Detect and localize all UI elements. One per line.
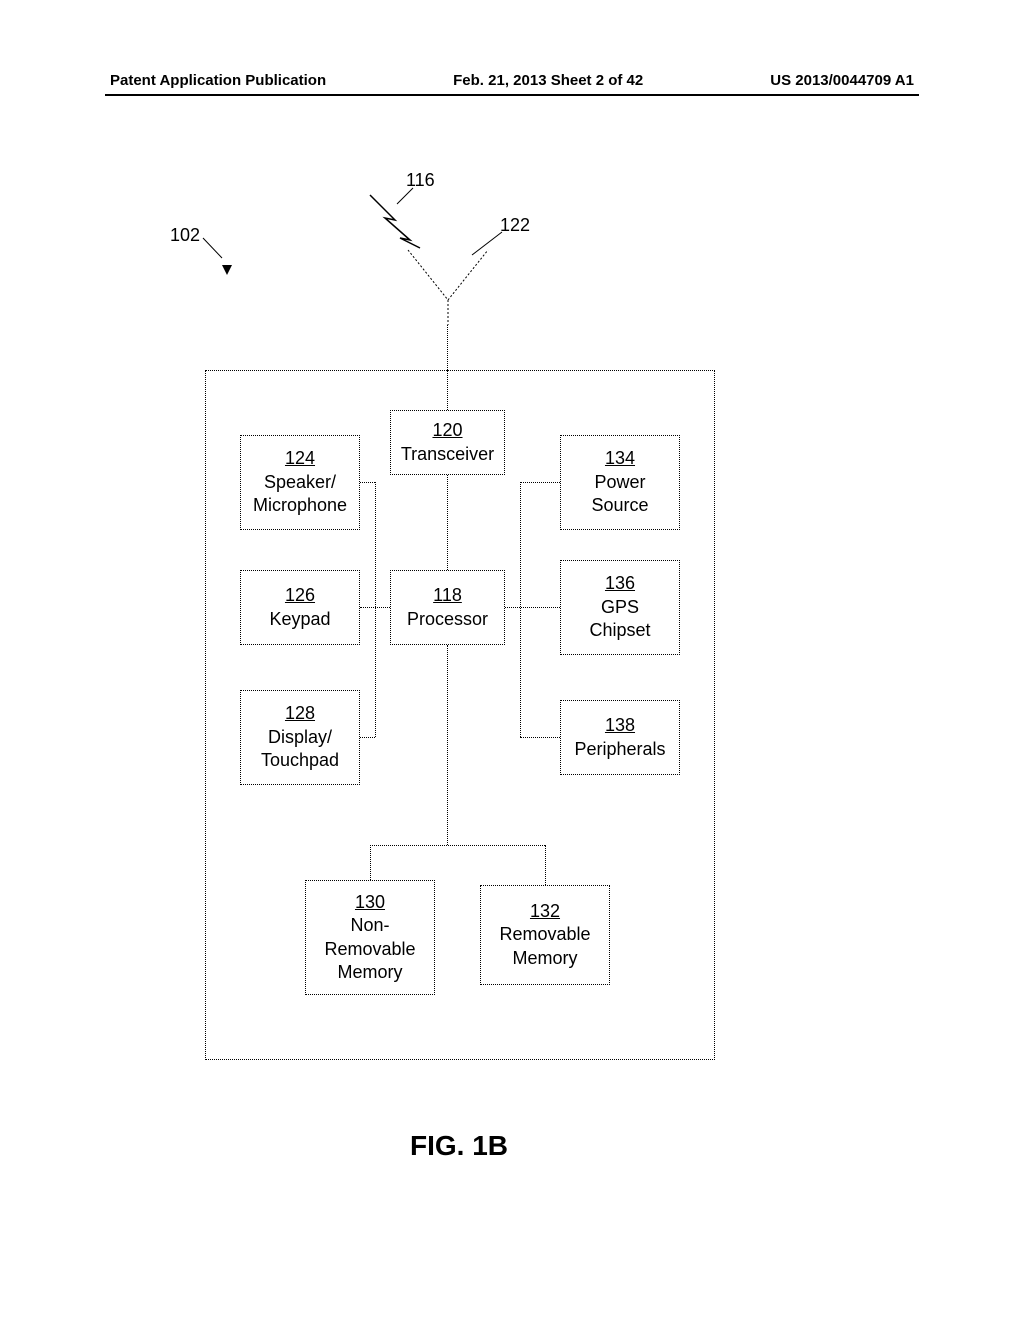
conn-processor-down [447, 645, 448, 845]
speaker-num: 124 [285, 447, 315, 470]
ref-102-leader [200, 230, 230, 270]
conn-antenna-transceiver [447, 370, 448, 410]
display-label1: Display/ [268, 726, 332, 749]
keypad-label: Keypad [269, 608, 330, 631]
nonremovable-label2: Removable [324, 938, 415, 961]
power-num: 134 [605, 447, 635, 470]
conn-display-h [360, 737, 375, 738]
transceiver-num: 120 [432, 419, 462, 442]
removable-label1: Removable [499, 923, 590, 946]
antenna-connector [447, 325, 448, 370]
processor-num: 118 [433, 584, 462, 607]
keypad-num: 126 [285, 584, 315, 607]
conn-nonremovable-v [370, 845, 371, 880]
peripherals-label: Peripherals [574, 738, 665, 761]
power-label2: Source [591, 494, 648, 517]
transceiver-label: Transceiver [401, 443, 494, 466]
diagram-area: 102 116 122 120 Transceiver 124 Speaker/… [0, 170, 1024, 1170]
conn-removable-v [545, 845, 546, 885]
conn-right-rail [520, 482, 521, 737]
gps-label1: GPS [601, 596, 639, 619]
display-label2: Touchpad [261, 749, 339, 772]
peripherals-num: 138 [605, 714, 635, 737]
speaker-label2: Microphone [253, 494, 347, 517]
display-box: 128 Display/ Touchpad [240, 690, 360, 785]
header-right: US 2013/0044709 A1 [770, 72, 914, 89]
removable-label2: Memory [512, 947, 577, 970]
antenna-icon [398, 245, 498, 325]
processor-box: 118 Processor [390, 570, 505, 645]
conn-transceiver-processor [447, 475, 448, 570]
conn-rightrail-proc [505, 607, 520, 608]
transceiver-box: 120 Transceiver [390, 410, 505, 475]
header-left: Patent Application Publication [110, 72, 326, 89]
power-label1: Power [594, 471, 645, 494]
nonremovable-box: 130 Non- Removable Memory [305, 880, 435, 995]
keypad-box: 126 Keypad [240, 570, 360, 645]
power-box: 134 Power Source [560, 435, 680, 530]
conn-power-h [520, 482, 560, 483]
ref-label-102: 102 [170, 225, 200, 246]
header: Patent Application Publication Feb. 21, … [0, 72, 1024, 89]
conn-left-rail [375, 482, 376, 737]
conn-leftrail-proc [375, 607, 390, 608]
nonremovable-num: 130 [355, 891, 385, 914]
gps-num: 136 [605, 572, 635, 595]
nonremovable-label1: Non- [350, 914, 389, 937]
conn-speaker-h [360, 482, 375, 483]
processor-label: Processor [407, 608, 488, 631]
header-underline [105, 94, 919, 96]
peripherals-box: 138 Peripherals [560, 700, 680, 775]
removable-num: 132 [530, 900, 560, 923]
conn-peripherals-h [520, 737, 560, 738]
arrow-102 [222, 265, 232, 275]
display-num: 128 [285, 702, 315, 725]
gps-label2: Chipset [589, 619, 650, 642]
removable-box: 132 Removable Memory [480, 885, 610, 985]
conn-memory-split [370, 845, 545, 846]
signal-icon [360, 190, 440, 250]
figure-caption: FIG. 1B [410, 1130, 508, 1162]
speaker-label1: Speaker/ [264, 471, 336, 494]
gps-box: 136 GPS Chipset [560, 560, 680, 655]
header-center: Feb. 21, 2013 Sheet 2 of 42 [453, 72, 643, 89]
nonremovable-label3: Memory [337, 961, 402, 984]
speaker-box: 124 Speaker/ Microphone [240, 435, 360, 530]
